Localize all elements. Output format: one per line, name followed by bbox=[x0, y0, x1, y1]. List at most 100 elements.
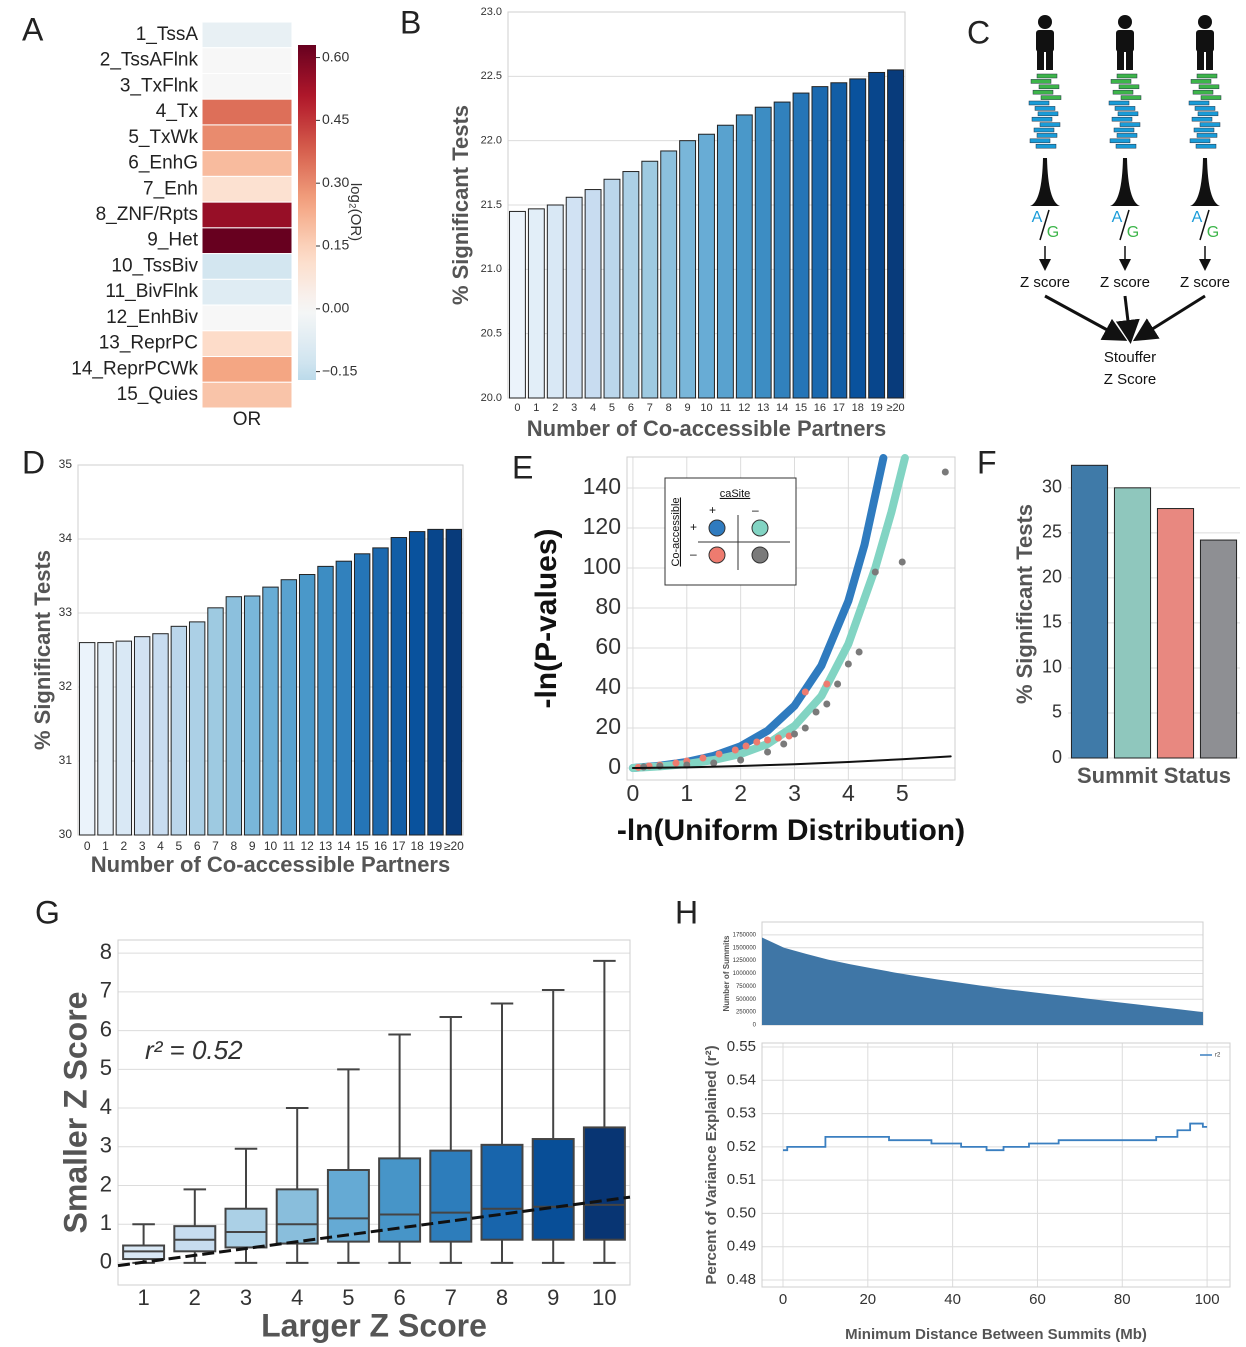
y-tick-label: 8 bbox=[100, 939, 112, 964]
y-tick-label: 22.0 bbox=[481, 135, 502, 147]
x-tick-label: 12 bbox=[738, 402, 750, 414]
point bbox=[731, 746, 739, 754]
bar bbox=[1113, 487, 1152, 759]
point bbox=[791, 730, 799, 738]
x-tick-label: 100 bbox=[1195, 1291, 1220, 1308]
heatmap-cell bbox=[201, 356, 293, 383]
legend-marker bbox=[751, 519, 769, 537]
read bbox=[1030, 79, 1052, 84]
arrow bbox=[1044, 294, 1128, 341]
x-tick-label: 5 bbox=[609, 402, 615, 414]
bar bbox=[188, 621, 206, 836]
x-tick-label: 14 bbox=[337, 839, 351, 853]
point bbox=[823, 700, 831, 708]
y-tick-label: 40 bbox=[595, 673, 621, 699]
point bbox=[898, 558, 906, 566]
point bbox=[871, 568, 879, 576]
read bbox=[1118, 84, 1140, 90]
x-tick-label: 8 bbox=[666, 402, 672, 414]
panel-letter: C bbox=[967, 14, 990, 50]
read bbox=[1032, 89, 1054, 95]
bar bbox=[641, 160, 659, 399]
colorbar-tick-label: 0.30 bbox=[322, 174, 349, 190]
read bbox=[1036, 73, 1058, 79]
bar bbox=[372, 547, 389, 836]
person-head bbox=[1198, 15, 1212, 29]
bar bbox=[97, 642, 114, 836]
read bbox=[1196, 133, 1218, 138]
row-label: 9_Het bbox=[147, 230, 198, 251]
legend-label: r2 bbox=[1215, 1053, 1221, 1059]
person-body bbox=[1036, 30, 1054, 52]
x-tick-label: 60 bbox=[1029, 1291, 1046, 1308]
y-tick-label: 140 bbox=[583, 473, 621, 499]
panel-letter: H bbox=[675, 894, 698, 930]
bar bbox=[262, 586, 279, 836]
read bbox=[1036, 133, 1058, 138]
legend-col-label: – bbox=[752, 503, 759, 517]
y-tick-label: 34 bbox=[59, 531, 73, 545]
box bbox=[378, 1157, 422, 1243]
y-tick-label: 31 bbox=[59, 753, 73, 767]
read bbox=[1110, 79, 1132, 84]
y-tick-label: 15 bbox=[1042, 612, 1062, 632]
read bbox=[1029, 138, 1051, 144]
box bbox=[275, 1188, 319, 1245]
x-tick-label: 17 bbox=[833, 402, 845, 414]
bar bbox=[811, 86, 829, 399]
point bbox=[855, 648, 863, 656]
read bbox=[1195, 143, 1217, 149]
read bbox=[1188, 100, 1210, 106]
read bbox=[1039, 122, 1061, 127]
y-tick-label: 21.5 bbox=[481, 199, 502, 211]
x-tick-label: 2 bbox=[189, 1285, 201, 1310]
x-tick-label: 16 bbox=[374, 839, 388, 853]
person-head bbox=[1118, 15, 1132, 29]
y-tick-label: 60 bbox=[595, 633, 621, 659]
bar bbox=[317, 565, 334, 836]
series-line bbox=[782, 1122, 1208, 1152]
row-label: 11_BivFlnk bbox=[105, 281, 198, 302]
heatmap-cell bbox=[201, 304, 293, 332]
read bbox=[1034, 106, 1056, 111]
read bbox=[1192, 89, 1214, 95]
x-tick-label: ≥20 bbox=[886, 402, 904, 414]
x-tick-label: 3 bbox=[240, 1285, 252, 1310]
bar bbox=[527, 208, 545, 399]
read bbox=[1200, 95, 1222, 100]
y-tick-label: 20.0 bbox=[481, 392, 502, 404]
heatmap-cell bbox=[201, 98, 293, 126]
plot-frame bbox=[117, 939, 631, 1286]
y-tick-label: 20 bbox=[595, 713, 621, 739]
x-tick-label: 3 bbox=[788, 780, 801, 806]
person-leg bbox=[1117, 50, 1124, 70]
heatmap-cell bbox=[201, 227, 293, 255]
panel-letter: F bbox=[977, 444, 997, 480]
read bbox=[1031, 116, 1053, 122]
point bbox=[764, 748, 772, 756]
x-tick-label: 19 bbox=[871, 402, 883, 414]
x-axis-label: Larger Z Score bbox=[261, 1307, 487, 1343]
y-tick-label: 22.5 bbox=[481, 70, 502, 82]
z-score-label: Z score bbox=[1100, 274, 1150, 291]
bar bbox=[1156, 508, 1195, 759]
legend-col-label: + bbox=[709, 503, 716, 517]
read bbox=[1035, 143, 1057, 149]
peak bbox=[1030, 158, 1060, 206]
column-label: OR bbox=[233, 409, 262, 430]
x-tick-label: 2 bbox=[120, 839, 127, 853]
x-tick-label: 18 bbox=[410, 839, 424, 853]
bar bbox=[868, 71, 886, 399]
row-label: 2_TssAFlnk bbox=[100, 50, 199, 71]
heatmap-cell bbox=[201, 278, 293, 306]
bar bbox=[584, 189, 602, 399]
legend-box bbox=[664, 477, 797, 586]
x-tick-label: 10 bbox=[264, 839, 278, 853]
person-leg bbox=[1046, 50, 1053, 70]
point bbox=[710, 759, 718, 767]
row-label: 8_ZNF/Rpts bbox=[96, 204, 198, 225]
colorbar-tick-label: 0.45 bbox=[322, 111, 349, 127]
y-tick-label: 0.54 bbox=[727, 1071, 756, 1088]
read bbox=[1196, 73, 1218, 79]
